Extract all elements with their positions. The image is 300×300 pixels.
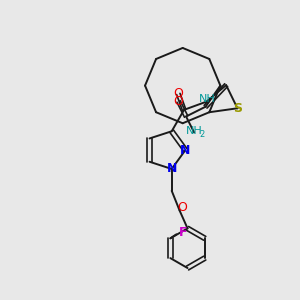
Text: O: O — [173, 88, 183, 100]
Text: N: N — [180, 144, 190, 157]
Text: NH: NH — [186, 126, 202, 136]
Text: 2: 2 — [200, 130, 205, 139]
Text: NH: NH — [199, 94, 216, 104]
Text: O: O — [178, 201, 188, 214]
Text: S: S — [233, 102, 242, 115]
Text: N: N — [167, 163, 177, 176]
Text: F: F — [179, 226, 188, 239]
Text: O: O — [174, 95, 184, 108]
